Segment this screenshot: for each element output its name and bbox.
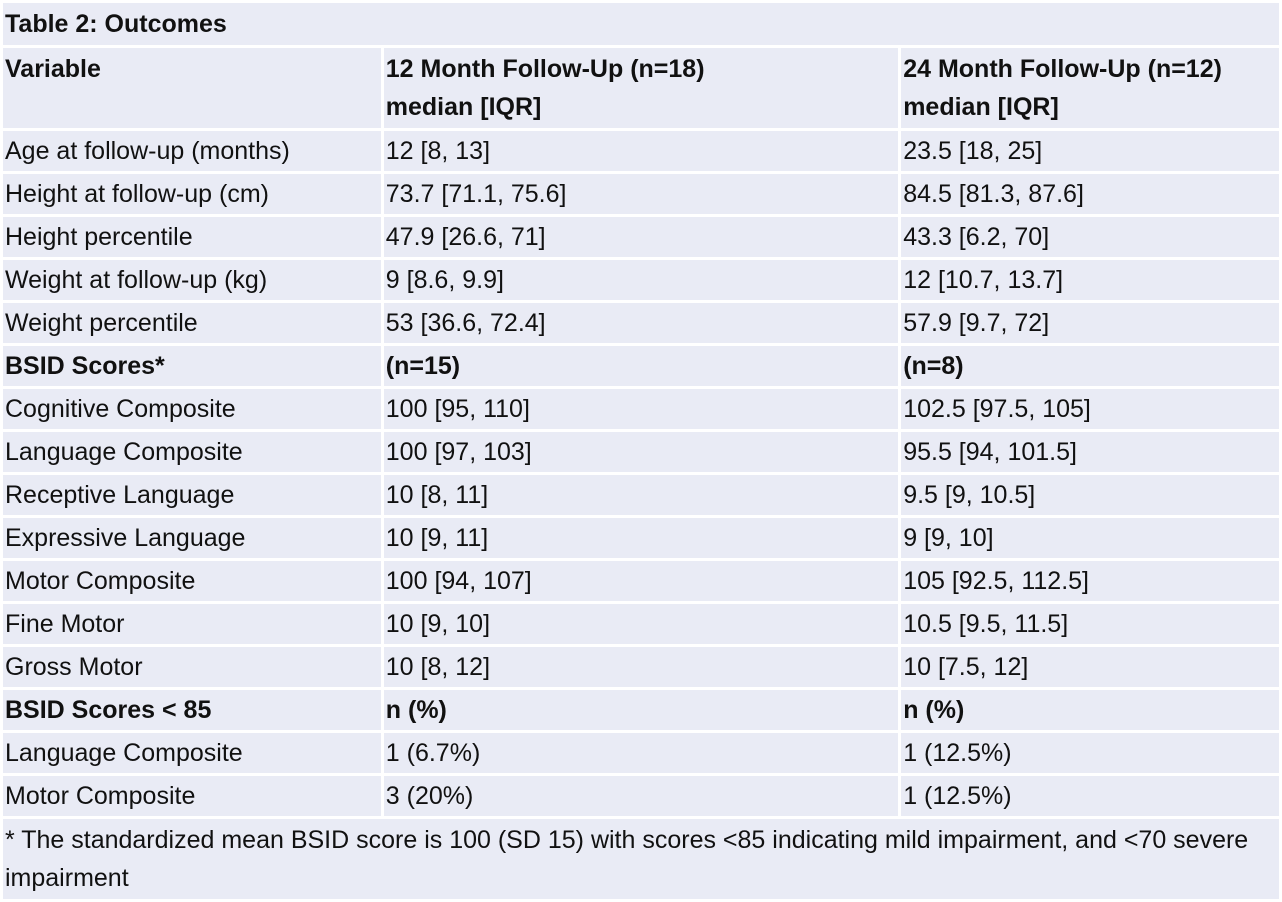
row-label: Fine Motor bbox=[3, 604, 381, 644]
table-title: Table 2: Outcomes bbox=[3, 3, 1279, 45]
cell-12-month: 100 [95, 110] bbox=[383, 389, 899, 429]
row-label: Gross Motor bbox=[3, 647, 381, 687]
cell-24-month: n (%) bbox=[901, 690, 1279, 730]
table-row: Language Composite 100 [97, 103] 95.5 [94,… bbox=[3, 432, 1279, 472]
footnote-row: * The standardized mean BSID score is 10… bbox=[3, 819, 1279, 899]
cell-12-month: 10 [8, 12] bbox=[383, 647, 899, 687]
table-row: Motor Composite 3 (20%) 1 (12.5%) bbox=[3, 776, 1279, 816]
cell-12-month: 12 [8, 13] bbox=[383, 131, 899, 171]
row-label: BSID Scores* bbox=[3, 346, 381, 386]
row-label: Age at follow-up (months) bbox=[3, 131, 381, 171]
cell-12-month: 100 [94, 107] bbox=[383, 561, 899, 601]
row-label: Height at follow-up (cm) bbox=[3, 174, 381, 214]
row-label: Weight at follow-up (kg) bbox=[3, 260, 381, 300]
cell-24-month: 102.5 [97.5, 105] bbox=[901, 389, 1279, 429]
table-row: Height at follow-up (cm) 73.7 [71.1, 75.6… bbox=[3, 174, 1279, 214]
table-title-row: Table 2: Outcomes bbox=[3, 3, 1279, 45]
cell-24-month: 57.9 [9.7, 72] bbox=[901, 303, 1279, 343]
table-header-row: Variable 12 Month Follow-Up (n=18) media… bbox=[3, 48, 1279, 128]
row-label: Language Composite bbox=[3, 733, 381, 773]
section-row: BSID Scores* (n=15) (n=8) bbox=[3, 346, 1279, 386]
row-label: Weight percentile bbox=[3, 303, 381, 343]
row-label: Cognitive Composite bbox=[3, 389, 381, 429]
row-label: Height percentile bbox=[3, 217, 381, 257]
cell-24-month: 95.5 [94, 101.5] bbox=[901, 432, 1279, 472]
header-24-month-line1: 24 Month Follow-Up (n=12) bbox=[903, 55, 1222, 83]
table-row: Motor Composite 100 [94, 107] 105 [92.5, 1… bbox=[3, 561, 1279, 601]
cell-24-month: 10.5 [9.5, 11.5] bbox=[901, 604, 1279, 644]
cell-24-month: 84.5 [81.3, 87.6] bbox=[901, 174, 1279, 214]
cell-12-month: 73.7 [71.1, 75.6] bbox=[383, 174, 899, 214]
table-row: Gross Motor 10 [8, 12] 10 [7.5, 12] bbox=[3, 647, 1279, 687]
cell-24-month: 12 [10.7, 13.7] bbox=[901, 260, 1279, 300]
table-row: Language Composite 1 (6.7%) 1 (12.5%) bbox=[3, 733, 1279, 773]
cell-12-month: 10 [8, 11] bbox=[383, 475, 899, 515]
row-label: Receptive Language bbox=[3, 475, 381, 515]
header-24-month: 24 Month Follow-Up (n=12) median [IQR] bbox=[901, 48, 1279, 128]
row-label: BSID Scores < 85 bbox=[3, 690, 381, 730]
table-row: Weight percentile 53 [36.6, 72.4] 57.9 [9.… bbox=[3, 303, 1279, 343]
cell-12-month: 1 (6.7%) bbox=[383, 733, 899, 773]
cell-24-month: 10 [7.5, 12] bbox=[901, 647, 1279, 687]
cell-12-month: 9 [8.6, 9.9] bbox=[383, 260, 899, 300]
header-12-month-line1: 12 Month Follow-Up (n=18) bbox=[385, 55, 705, 83]
cell-12-month: 53 [36.6, 72.4] bbox=[383, 303, 899, 343]
cell-12-month: 47.9 [26.6, 71] bbox=[383, 217, 899, 257]
header-12-month-line2: median [IQR] bbox=[385, 93, 542, 121]
table-row: Age at follow-up (months) 12 [8, 13] 23.5 … bbox=[3, 131, 1279, 171]
table-row: Expressive Language 10 [9, 11] 9 [9, 10] bbox=[3, 518, 1279, 558]
cell-24-month: 1 (12.5%) bbox=[901, 733, 1279, 773]
cell-12-month: (n=15) bbox=[383, 346, 899, 386]
cell-24-month: (n=8) bbox=[901, 346, 1279, 386]
header-24-month-line2: median [IQR] bbox=[903, 93, 1059, 121]
cell-24-month: 1 (12.5%) bbox=[901, 776, 1279, 816]
table-row: Height percentile 47.9 [26.6, 71] 43.3 [6.… bbox=[3, 217, 1279, 257]
table-row: Receptive Language 10 [8, 11] 9.5 [9, 10.5… bbox=[3, 475, 1279, 515]
cell-24-month: 105 [92.5, 112.5] bbox=[901, 561, 1279, 601]
row-label: Motor Composite bbox=[3, 776, 381, 816]
cell-12-month: n (%) bbox=[383, 690, 899, 730]
table-row: Cognitive Composite 100 [95, 110] 102.5 [9… bbox=[3, 389, 1279, 429]
header-12-month: 12 Month Follow-Up (n=18) median [IQR] bbox=[383, 48, 899, 128]
table-row: Fine Motor 10 [9, 10] 10.5 [9.5, 11.5] bbox=[3, 604, 1279, 644]
cell-12-month: 10 [9, 10] bbox=[383, 604, 899, 644]
table-row: Weight at follow-up (kg) 9 [8.6, 9.9] 12 [… bbox=[3, 260, 1279, 300]
header-variable: Variable bbox=[3, 48, 381, 128]
cell-24-month: 9.5 [9, 10.5] bbox=[901, 475, 1279, 515]
cell-24-month: 9 [9, 10] bbox=[901, 518, 1279, 558]
cell-24-month: 43.3 [6.2, 70] bbox=[901, 217, 1279, 257]
section-row: BSID Scores < 85 n (%) n (%) bbox=[3, 690, 1279, 730]
cell-12-month: 100 [97, 103] bbox=[383, 432, 899, 472]
cell-12-month: 10 [9, 11] bbox=[383, 518, 899, 558]
row-label: Expressive Language bbox=[3, 518, 381, 558]
row-label: Motor Composite bbox=[3, 561, 381, 601]
cell-24-month: 23.5 [18, 25] bbox=[901, 131, 1279, 171]
footnote: * The standardized mean BSID score is 10… bbox=[3, 819, 1279, 899]
row-label: Language Composite bbox=[3, 432, 381, 472]
cell-12-month: 3 (20%) bbox=[383, 776, 899, 816]
